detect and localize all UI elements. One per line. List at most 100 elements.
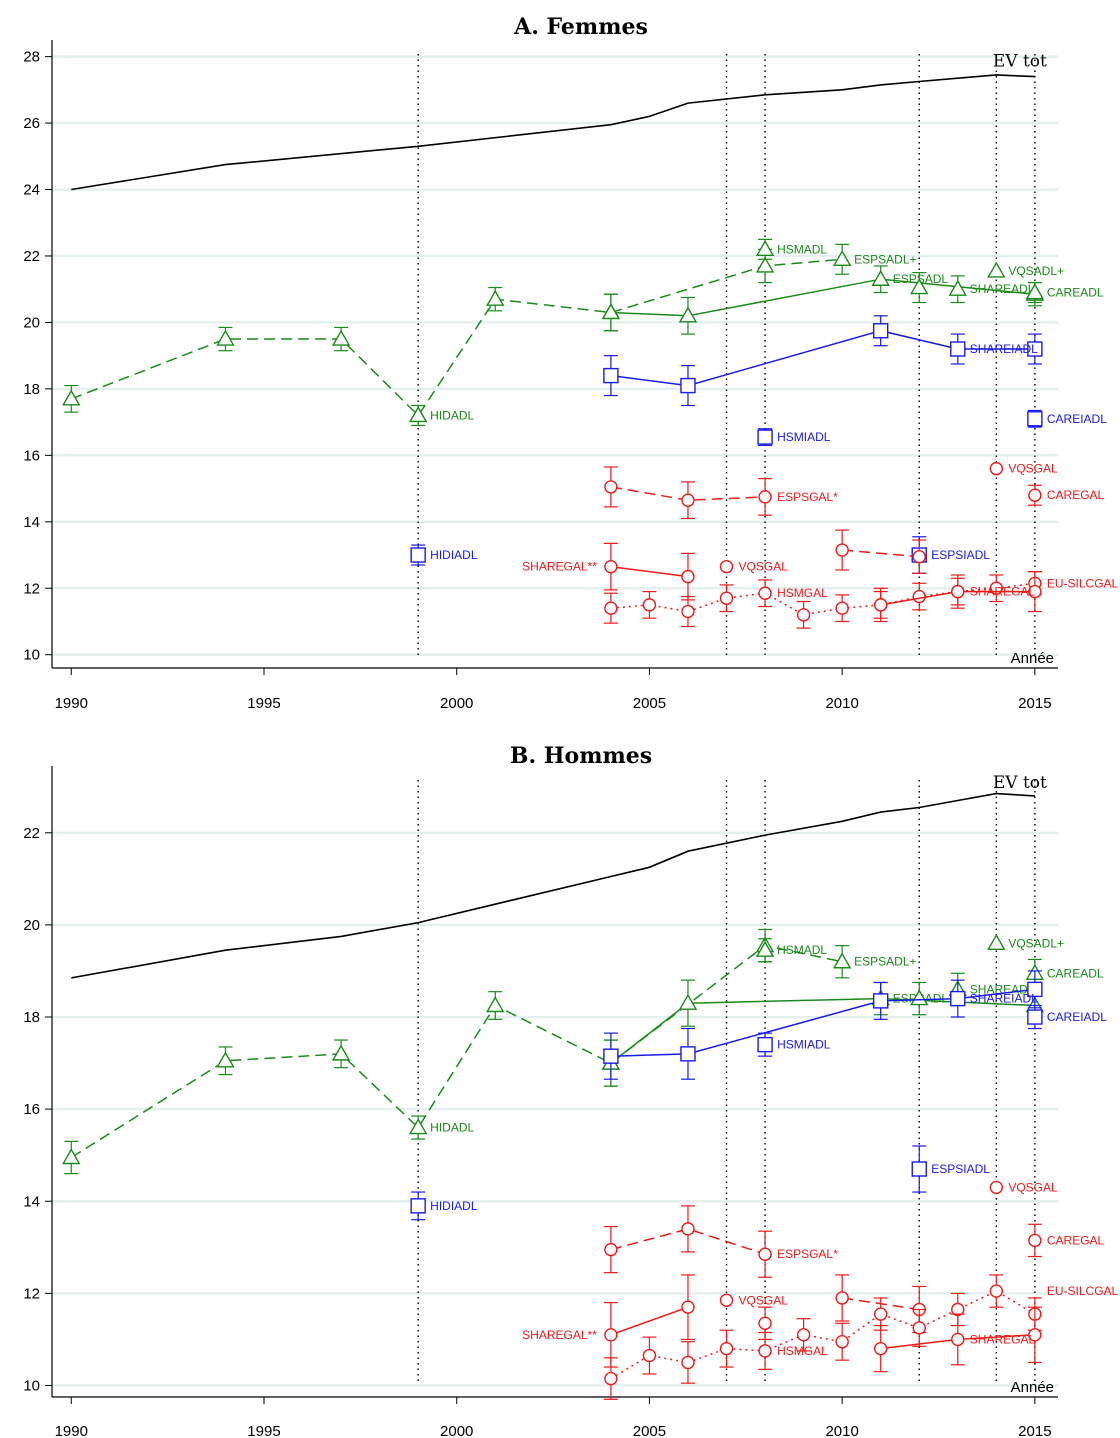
panel-femmes: A. Femmes 10 12 14 16 18 20 22 24 26 28 1990 1995 200… (23, 14, 1118, 712)
x-tick-label: 2010 (825, 1423, 858, 1438)
data-point (719, 1341, 734, 1356)
data-point (872, 323, 889, 339)
series-careiadl: CAREIADL (1027, 1004, 1107, 1030)
series-vqsadl-: VQSADL+ (987, 933, 1064, 950)
series-label: HSMGAL (777, 1344, 828, 1358)
x-tick-label: 2000 (440, 695, 473, 712)
y-tick-label: 12 (23, 1285, 40, 1302)
series-careadl: CAREADL (1025, 281, 1104, 304)
series-caregal: CAREGAL (1027, 484, 1105, 506)
data-point (1028, 488, 1042, 502)
y-tick-label: 24 (23, 182, 40, 199)
data-point (1025, 283, 1045, 300)
series-sharegal: SHAREGAL (873, 571, 1042, 623)
data-point (604, 601, 618, 615)
series-label: SHAREIADL (970, 992, 1038, 1006)
data-point (603, 1048, 619, 1064)
ev-tot-line (71, 74, 1035, 191)
x-axis-label: Année (1011, 650, 1054, 667)
data-point (681, 604, 695, 619)
series-label: CAREADL (1047, 966, 1104, 980)
data-point (604, 1328, 618, 1342)
data-point (681, 1355, 695, 1370)
ev-tot-label: EV tot (993, 773, 1047, 793)
data-point (758, 586, 772, 600)
data-point (989, 1180, 1004, 1195)
data-point (603, 367, 619, 384)
data-point (678, 993, 698, 1010)
y-tick-label: 10 (23, 1377, 40, 1394)
data-point (681, 1222, 695, 1236)
x-tick-label: 2015 (1018, 695, 1051, 712)
data-point (719, 591, 734, 605)
data-point (758, 490, 772, 504)
series-label: SHAREIADL (970, 342, 1038, 356)
x-tick-label: 2005 (633, 1423, 666, 1438)
data-point (410, 547, 426, 563)
series-espsadl-: ESPSADL+ (854, 252, 916, 266)
data-point (604, 559, 618, 574)
data-point (216, 329, 235, 346)
series-label: HSMADL (777, 242, 827, 256)
data-point (835, 1335, 849, 1349)
data-point (642, 1348, 657, 1363)
x-tick-label: 1990 (55, 1423, 88, 1438)
series-espsgal-: ESPSGAL* (603, 1205, 838, 1278)
series-eu-silcgal: EU-SILCGAL (1047, 576, 1119, 590)
series-vqsgal: VQSGAL (719, 560, 789, 574)
data-point (216, 1051, 235, 1068)
data-point (757, 429, 773, 445)
data-point (1027, 1009, 1043, 1025)
data-point (910, 278, 929, 295)
data-point (835, 1291, 849, 1305)
series-espsadl: ESPSADL (601, 265, 1045, 335)
series-label: VQSGAL (739, 560, 789, 574)
x-axis-label: Année (1011, 1379, 1054, 1396)
series-label: HSMGAL (777, 586, 828, 600)
data-point (681, 569, 695, 584)
series-label: ESPSADL (893, 272, 949, 286)
series-hsmiadl: HSMIADL (757, 428, 831, 446)
data-point (832, 952, 852, 969)
data-point (755, 940, 775, 957)
data-point (796, 1328, 811, 1342)
series-hidiadl: HIDIADL (410, 544, 478, 566)
series-label: ESPSIADL (931, 548, 990, 562)
data-point (835, 543, 849, 557)
data-point (408, 1118, 428, 1135)
series-label: EU-SILCGAL (1047, 1284, 1119, 1298)
data-point (604, 480, 618, 494)
series-label: SHAREADL (970, 982, 1035, 996)
data-point (873, 598, 888, 612)
series-sharegal-: SHAREGAL** (522, 542, 695, 601)
series-vqsgal: VQSGAL (719, 1293, 788, 1307)
series-label: ESPSGAL* (777, 490, 838, 504)
x-tick-label: 2000 (440, 1423, 473, 1438)
series-label: VQSADL+ (1008, 936, 1064, 950)
data-point (604, 1242, 618, 1257)
series-vqsgal: VQSGAL (989, 1180, 1058, 1195)
data-point (871, 269, 890, 286)
y-tick-label: 18 (23, 1009, 40, 1026)
data-point (989, 461, 1004, 476)
series-label: SHAREGAL (970, 585, 1036, 599)
series-label: HIDADL (430, 1121, 474, 1135)
data-point (1027, 341, 1043, 357)
data-point (835, 601, 849, 615)
panel-title: A. Femmes (513, 14, 648, 40)
data-point (873, 1307, 888, 1321)
x-tick-label: 1990 (55, 695, 88, 712)
series-label: VQSADL+ (1008, 264, 1064, 278)
x-tick-label: 2015 (1018, 1423, 1051, 1438)
data-point (989, 1284, 1004, 1298)
data-point (911, 1161, 927, 1177)
data-point (681, 1300, 695, 1314)
series-label: SHAREGAL** (522, 560, 597, 574)
panel-title: B. Hommes (510, 743, 652, 769)
data-point (912, 1321, 926, 1335)
series-hsmadl: HSMADL (755, 938, 827, 963)
data-point (948, 279, 967, 296)
y-tick-label: 10 (23, 647, 40, 664)
data-point (486, 996, 505, 1013)
